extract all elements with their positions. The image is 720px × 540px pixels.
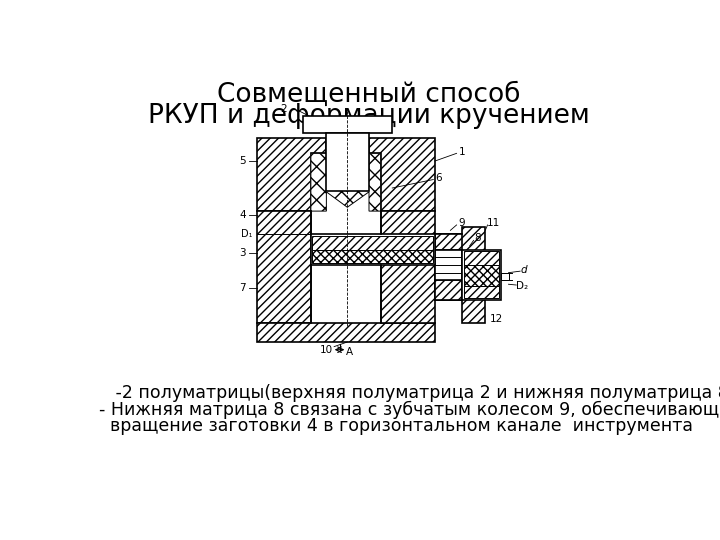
Bar bbox=[326, 133, 369, 191]
Text: D₂: D₂ bbox=[516, 281, 528, 291]
Text: 9: 9 bbox=[459, 218, 465, 228]
Bar bbox=[435, 280, 462, 300]
Text: -2 полуматрицы(верхняя полуматрица 2 и нижняя полуматрица 8): -2 полуматрицы(верхняя полуматрица 2 и н… bbox=[99, 384, 720, 402]
Bar bbox=[312, 249, 433, 264]
Text: вращение заготовки 4 в горизонтальном канале  инструмента: вращение заготовки 4 в горизонтальном ка… bbox=[99, 417, 693, 435]
Text: 7: 7 bbox=[239, 283, 246, 293]
Text: 10: 10 bbox=[320, 345, 333, 355]
Bar bbox=[500, 273, 508, 280]
Bar bbox=[462, 249, 500, 300]
Bar bbox=[312, 236, 433, 249]
Text: 6: 6 bbox=[436, 173, 442, 183]
Bar bbox=[464, 286, 499, 298]
Bar bbox=[464, 265, 499, 286]
Polygon shape bbox=[256, 323, 435, 342]
Text: 8: 8 bbox=[474, 233, 481, 243]
Text: D₁: D₁ bbox=[241, 229, 253, 239]
Polygon shape bbox=[256, 211, 311, 323]
Bar bbox=[435, 249, 462, 280]
Text: 2: 2 bbox=[280, 104, 287, 114]
Text: РКУП и деформации кручением: РКУП и деформации кручением bbox=[148, 103, 590, 129]
Polygon shape bbox=[311, 153, 381, 211]
Text: 3: 3 bbox=[239, 248, 246, 259]
Text: - Нижняя матрица 8 связана с зубчатым колесом 9, обеспечивающем: - Нижняя матрица 8 связана с зубчатым ко… bbox=[99, 401, 720, 418]
Text: 5: 5 bbox=[239, 156, 246, 166]
Text: A: A bbox=[346, 347, 354, 357]
Polygon shape bbox=[435, 226, 485, 323]
Bar bbox=[435, 234, 462, 249]
Text: Совмещенный способ: Совмещенный способ bbox=[217, 82, 521, 108]
Text: 11: 11 bbox=[487, 218, 500, 228]
Text: 4: 4 bbox=[239, 210, 246, 220]
Polygon shape bbox=[381, 211, 462, 323]
Polygon shape bbox=[256, 138, 326, 211]
Text: 1: 1 bbox=[459, 147, 465, 157]
Text: d: d bbox=[520, 265, 527, 275]
Polygon shape bbox=[369, 138, 435, 211]
Bar bbox=[464, 251, 499, 265]
Text: 12: 12 bbox=[490, 314, 503, 324]
Bar bbox=[303, 117, 392, 133]
Bar bbox=[311, 234, 435, 265]
